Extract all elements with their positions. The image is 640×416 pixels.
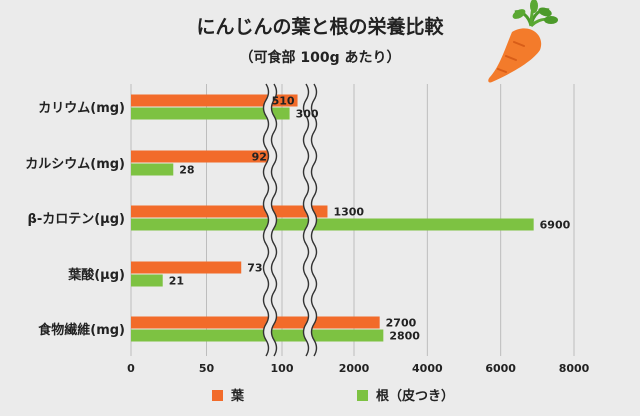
x-tick-label: 4000 <box>412 362 443 375</box>
bar-value-label: 6900 <box>540 219 571 232</box>
leaf-bar <box>131 94 298 107</box>
legend-label: 葉 <box>230 388 245 404</box>
x-axis-ticks: 0 50 100 2000 4000 6000 8000 <box>127 362 589 375</box>
axis-break-band <box>263 81 277 359</box>
x-tick-label: 100 <box>271 362 294 375</box>
legend: 葉 根（皮つき） <box>212 388 454 404</box>
x-tick-label: 2000 <box>339 362 370 375</box>
bar-value-label: 73 <box>247 262 262 275</box>
axis-break-line <box>270 83 278 357</box>
x-tick-label: 6000 <box>485 362 516 375</box>
leaf-bar <box>131 150 270 163</box>
axis-break-line <box>262 83 270 357</box>
category-label: 食物繊維(mg) <box>38 322 125 338</box>
root-bar <box>131 107 290 120</box>
bar-value-label: 2700 <box>386 317 417 330</box>
chart-title: にんじんの葉と根の栄養比較 <box>196 16 444 38</box>
x-tick-label: 50 <box>199 362 215 375</box>
bar-value-label: 92 <box>252 151 267 164</box>
legend-swatch <box>212 390 223 401</box>
bar-value-label: 510 <box>272 95 295 108</box>
bar-value-label: 1300 <box>333 206 364 219</box>
bar-value-label: 2800 <box>389 330 420 343</box>
category-label: カリウム(mg) <box>38 101 125 116</box>
x-tick-label: 8000 <box>559 362 590 375</box>
bar-value-label: 21 <box>169 275 184 288</box>
root-bar <box>131 163 174 176</box>
x-tick-label: 0 <box>127 362 135 375</box>
root-bar <box>131 218 534 231</box>
axis-breaks <box>262 81 318 359</box>
leaf-bar <box>131 316 380 329</box>
category-label: β-カロテン(μg) <box>28 212 125 227</box>
carrot-icon <box>488 0 558 83</box>
chart-subtitle: （可食部 100g あたり） <box>239 50 401 66</box>
bars-layer <box>131 94 534 342</box>
category-label: 葉酸(μg) <box>67 267 125 283</box>
legend-swatch <box>357 390 368 401</box>
bar-value-label: 28 <box>179 164 194 177</box>
bar-value-label: 300 <box>296 108 319 121</box>
root-bar <box>131 329 384 342</box>
axis-break-line <box>302 83 310 357</box>
legend-label: 根（皮つき） <box>376 388 454 404</box>
category-label: カルシウム(mg) <box>25 157 125 172</box>
axis-break-band <box>303 81 317 359</box>
leaf-bar <box>131 261 242 274</box>
leaf-bar <box>131 205 328 218</box>
axis-break-line <box>310 83 318 357</box>
root-bar <box>131 274 163 287</box>
